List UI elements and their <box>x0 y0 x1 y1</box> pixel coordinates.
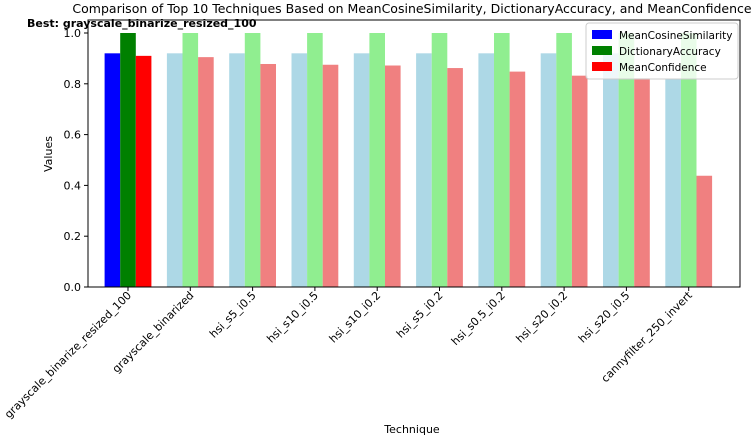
bar-meancosinesimilarity-7 <box>478 53 494 287</box>
x-tick-label: hsi_s20_i0.2 <box>514 289 571 346</box>
bar-meancosinesimilarity-10 <box>665 78 681 287</box>
bar-dictionaryaccuracy-3 <box>244 33 261 287</box>
y-tick-label: 0.4 <box>64 179 82 192</box>
plot-frame <box>87 19 741 288</box>
legend-label-dictionaryaccuracy: DictionaryAccuracy <box>619 46 721 58</box>
bar-dictionaryaccuracy-10 <box>680 33 697 287</box>
x-tick-label: hsi_s5_i0.2 <box>394 289 446 341</box>
x-tick-label: hsi_s5_i0.5 <box>207 289 259 341</box>
bar-meancosinesimilarity-1 <box>104 53 121 287</box>
legend-swatch-dictionaryaccuracy <box>592 46 612 55</box>
bar-meancosinesimilarity-5 <box>353 53 370 287</box>
bar-meancosinesimilarity-4 <box>291 53 308 287</box>
legend-swatch-meancosinesimilarity <box>592 30 612 39</box>
y-tick-label: 0.6 <box>64 129 82 142</box>
chart-title: Comparison of Top 10 Techniques Based on… <box>72 1 751 16</box>
bar-meanconfidence-5 <box>385 65 401 287</box>
legend-label-meanconfidence: MeanConfidence <box>619 62 707 74</box>
bar-dictionaryaccuracy-1 <box>120 33 136 287</box>
y-tick-label: 0.8 <box>64 78 82 91</box>
x-axis: grayscale_binarize_resized_100grayscale_… <box>2 287 695 421</box>
bar-meancosinesimilarity-2 <box>166 53 183 287</box>
bar-dictionaryaccuracy-5 <box>369 33 385 287</box>
bar-meanconfidence-6 <box>447 68 463 287</box>
legend-box <box>585 22 739 80</box>
bar-dictionaryaccuracy-9 <box>618 33 635 287</box>
x-axis-label: Technique <box>383 423 440 436</box>
bar-meancosinesimilarity-6 <box>416 53 432 287</box>
bar-meancosinesimilarity-3 <box>229 53 245 287</box>
bar-meanconfidence-2 <box>198 57 214 287</box>
bar-meanconfidence-3 <box>260 63 276 287</box>
legend-label-meancosinesimilarity: MeanCosineSimilarity <box>619 30 733 42</box>
bar-dictionaryaccuracy-2 <box>182 33 199 287</box>
y-axis: 0.0 0.2 0.4 0.6 0.8 1.0 <box>64 27 88 294</box>
y-axis-label: Values <box>42 136 55 172</box>
x-tick-label: hsi_s0.5_i0.2 <box>449 289 508 348</box>
bar-meanconfidence-9 <box>634 78 650 288</box>
best-annotation: Best: grayscale_binarize_resized_100 <box>27 17 257 30</box>
x-tick-label: hsi_s20_i0.5 <box>576 289 633 346</box>
x-tick-label: hsi_s10_i0.2 <box>327 289 384 346</box>
bar-meanconfidence-4 <box>322 64 339 287</box>
bar-meanconfidence-10 <box>696 175 713 287</box>
bar-dictionaryaccuracy-8 <box>556 33 572 287</box>
y-tick-label: 0.0 <box>64 281 82 294</box>
bar-meancosinesimilarity-9 <box>603 53 619 287</box>
bars-group <box>104 33 713 288</box>
y-tick-label: 0.2 <box>64 230 82 243</box>
bar-meanconfidence-8 <box>571 75 588 287</box>
y-tick-label: 1.0 <box>64 27 82 40</box>
x-tick-label: grayscale_binarize_resized_100 <box>2 289 134 421</box>
x-tick-label: hsi_s10_i0.5 <box>264 289 321 346</box>
bar-dictionaryaccuracy-4 <box>307 33 323 287</box>
bar-meanconfidence-7 <box>509 71 526 287</box>
legend: MeanCosineSimilarity DictionaryAccuracy Me… <box>585 22 739 80</box>
bar-meanconfidence-1 <box>135 55 152 287</box>
bar-meancosinesimilarity-8 <box>540 53 557 287</box>
bar-dictionaryaccuracy-7 <box>494 33 510 287</box>
bar-dictionaryaccuracy-6 <box>431 33 448 287</box>
legend-swatch-meanconfidence <box>592 62 612 71</box>
